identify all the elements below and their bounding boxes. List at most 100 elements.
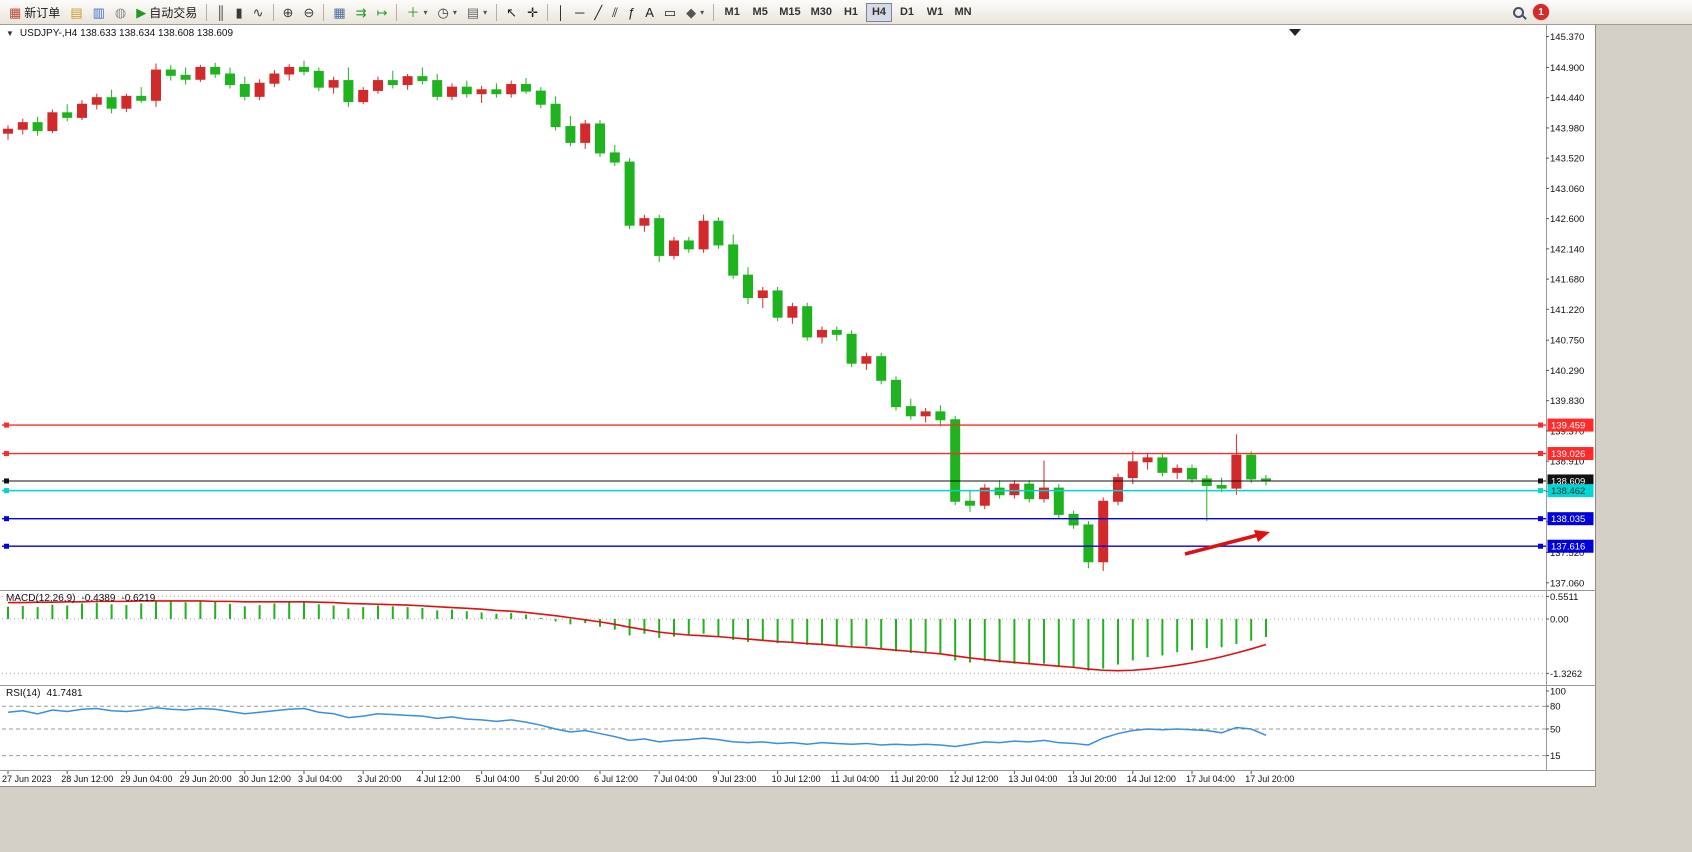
zoom-in-button[interactable]: ⊕ [278, 2, 299, 23]
auto-scroll-button[interactable]: ⇉ [351, 2, 372, 23]
price-badge-138.462: 138.462 [1547, 484, 1594, 498]
svg-text:5 Jul 20:00: 5 Jul 20:00 [535, 774, 579, 784]
svg-text:145.370: 145.370 [1550, 32, 1584, 43]
tile-windows-button[interactable]: ▦ [328, 2, 350, 23]
candlestick-chart-button[interactable]: ▮ [230, 2, 247, 23]
svg-text:139.026: 139.026 [1551, 449, 1585, 460]
webtrader-icon: ◍ [114, 4, 127, 20]
tile-windows-icon: ▦ [333, 4, 346, 20]
svg-text:140.750: 140.750 [1550, 336, 1584, 347]
hline-137.616[interactable] [2, 543, 1546, 549]
trend-arrow[interactable] [1184, 530, 1270, 556]
crosshair-icon: ✛ [527, 4, 538, 20]
svg-text:137.520: 137.520 [1550, 548, 1584, 559]
chart-window[interactable]: 145.370 144.900 144.440 143.980 143.520 143.0… [0, 25, 1596, 787]
line-chart-icon: ∿ [252, 4, 264, 20]
timeframe-d1-button[interactable]: D1 [894, 3, 920, 22]
timeframe-m1-button[interactable]: M1 [719, 3, 745, 22]
bar-chart-icon: ║ [216, 4, 226, 20]
auto-trading-button[interactable]: ▶ 自动交易 [131, 2, 202, 23]
search-icon[interactable] [1513, 6, 1524, 18]
svg-text:13 Jul 20:00: 13 Jul 20:00 [1068, 774, 1117, 784]
rsi-value: 41.7481 [46, 688, 83, 699]
timeframe-m5-button[interactable]: M5 [747, 3, 773, 22]
label-button[interactable]: ▭ [659, 2, 681, 23]
svg-text:13 Jul 04:00: 13 Jul 04:00 [1008, 774, 1057, 784]
notification-badge[interactable]: 1 [1533, 4, 1549, 20]
chevron-down-icon: ▾ [452, 7, 457, 17]
svg-text:17 Jul 20:00: 17 Jul 20:00 [1245, 774, 1294, 784]
toolbar: ▦ 新订单 ▤ ▥ ◍ ▶ 自动交易 ║ ▮ ∿ ⊕ ⊖ ▦ ⇉ ↦ ＋ ▾ ◷ ▾ ▤ ▾ ↖ ✛ │ ─ ╱ ⫽ ƒ A ▭ ◆ ▾ M1… [0, 0, 1692, 25]
print-icon: ▤ [70, 4, 83, 20]
new-order-button[interactable]: ▦ 新订单 [4, 2, 65, 23]
svg-text:14 Jul 12:00: 14 Jul 12:00 [1127, 774, 1176, 784]
price-badge-137.616: 137.616 [1547, 539, 1594, 553]
periods-button[interactable]: ◷ ▾ [433, 2, 462, 23]
collapse-icon[interactable]: ▼ [6, 29, 14, 38]
hline-139.459[interactable] [2, 422, 1546, 428]
profile-icon: ▥ [92, 4, 105, 20]
chevron-down-icon: ▾ [483, 7, 488, 17]
svg-text:138.462: 138.462 [1551, 486, 1585, 497]
svg-text:138.609: 138.609 [1551, 476, 1585, 487]
svg-text:143.980: 143.980 [1550, 123, 1584, 134]
hline-138.609[interactable] [2, 478, 1546, 484]
timeframe-mn-button[interactable]: MN [950, 3, 976, 22]
channel-icon: ⫽ [612, 4, 618, 20]
candlestick-chart-icon: ▮ [235, 4, 243, 20]
price-badge-138.035: 138.035 [1547, 512, 1594, 526]
svg-text:137.616: 137.616 [1551, 542, 1585, 553]
templates-button[interactable]: ▤ ▾ [462, 2, 492, 23]
svg-text:141.220: 141.220 [1550, 305, 1584, 316]
fibonacci-button[interactable]: ƒ [623, 2, 640, 23]
panel-separators [0, 25, 1596, 771]
profile-button[interactable]: ▥ [88, 2, 110, 23]
crosshair-button[interactable]: ✛ [522, 2, 543, 23]
chart-shift-marker[interactable] [1289, 29, 1301, 36]
svg-text:144.900: 144.900 [1550, 63, 1584, 74]
webtrader-button[interactable]: ◍ [110, 2, 131, 23]
chart-canvas[interactable]: 145.370 144.900 144.440 143.980 143.520 143.0… [0, 25, 1596, 787]
timeframe-w1-button[interactable]: W1 [922, 3, 948, 22]
zoom-in-icon: ⊕ [282, 4, 294, 20]
hline-139.026[interactable] [2, 451, 1546, 457]
timeframe-m15-button[interactable]: M15 [775, 3, 804, 22]
svg-text:142.600: 142.600 [1550, 214, 1584, 225]
rsi-name: RSI(14) [6, 688, 41, 699]
trendline-button[interactable]: ╱ [589, 2, 607, 23]
zoom-out-button[interactable]: ⊖ [298, 2, 319, 23]
bar-chart-button[interactable]: ║ [211, 2, 230, 23]
toolbar-divider [206, 3, 208, 21]
svg-text:139.370: 139.370 [1550, 426, 1584, 437]
shapes-button[interactable]: ◆ ▾ [681, 2, 709, 23]
svg-text:11 Jul 20:00: 11 Jul 20:00 [890, 774, 938, 784]
auto-trading-icon: ▶ [136, 4, 147, 20]
svg-text:141.680: 141.680 [1550, 275, 1584, 286]
zoom-out-icon: ⊖ [303, 4, 315, 20]
shapes-icon: ◆ [686, 4, 697, 20]
price-axis[interactable]: 145.370 144.900 144.440 143.980 143.520 143.0… [1546, 32, 1594, 589]
chart-shift-icon: ↦ [376, 4, 388, 20]
svg-text:29 Jun 04:00: 29 Jun 04:00 [120, 774, 172, 784]
hline-138.035[interactable] [2, 516, 1546, 522]
chart-title: ▼ USDJPY-,H4 138.633 138.634 138.608 138… [6, 28, 233, 39]
vertical-line-button[interactable]: │ [552, 2, 570, 23]
hline-138.462[interactable] [2, 488, 1546, 494]
channel-button[interactable]: ⫽ [607, 2, 623, 23]
svg-text:139.459: 139.459 [1551, 421, 1585, 432]
timeframe-h1-button[interactable]: H1 [838, 3, 864, 22]
toolbar-divider [546, 3, 548, 21]
line-chart-button[interactable]: ∿ [248, 2, 269, 23]
time-axis[interactable]: 27 Jun 2023 28 Jun 12:00 29 Jun 04:00 29 Ju… [2, 771, 1294, 784]
horizontal-line-button[interactable]: ─ [570, 2, 589, 23]
timeframe-m30-button[interactable]: M30 [807, 3, 836, 22]
timeframe-h4-button[interactable]: H4 [866, 2, 892, 22]
chart-shift-button[interactable]: ↦ [372, 2, 393, 23]
cursor-button[interactable]: ↖ [501, 2, 522, 23]
print-button[interactable]: ▤ [65, 2, 87, 23]
macd-panel: 0.5511 0.00 -1.3262 [2, 592, 1582, 680]
text-button[interactable]: A [640, 2, 659, 23]
macd-value-main: -0.4389 [81, 593, 116, 604]
indicators-button[interactable]: ＋ ▾ [401, 2, 432, 23]
price-badge-139.026: 139.026 [1547, 447, 1594, 461]
